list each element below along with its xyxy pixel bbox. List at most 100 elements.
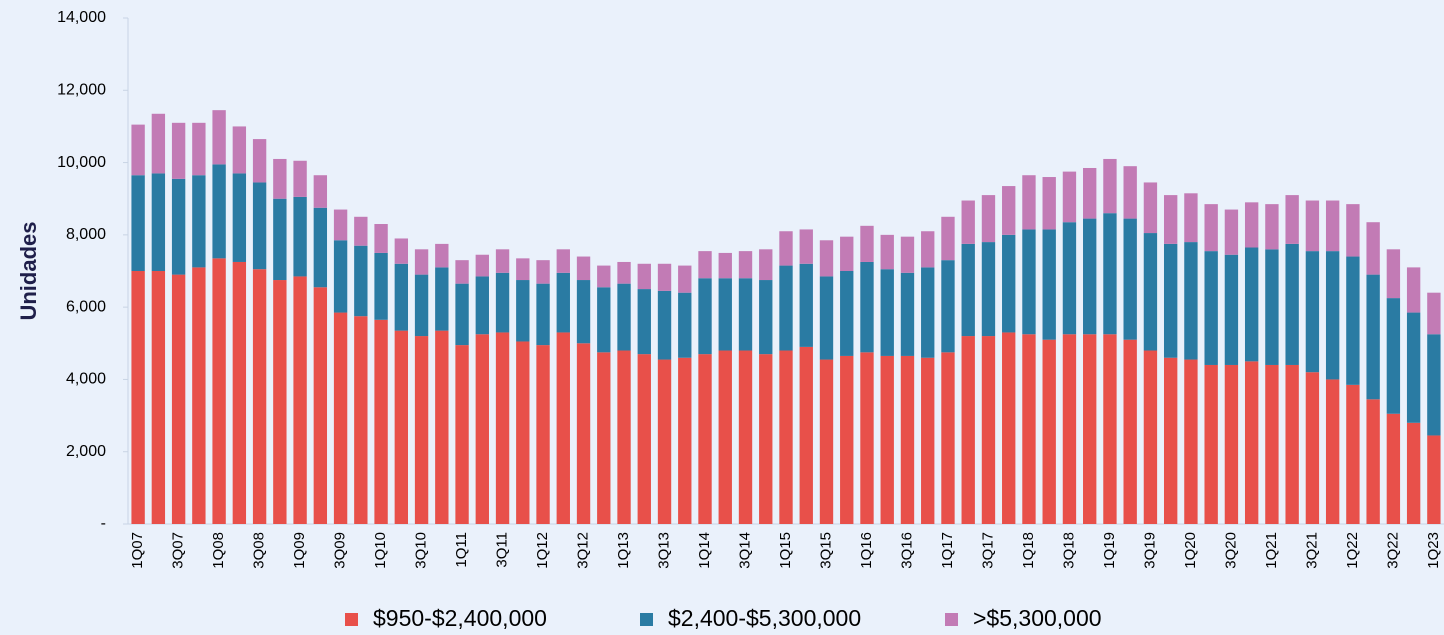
bar-segment xyxy=(1143,350,1158,524)
legend-swatch xyxy=(640,613,653,626)
bar-segment xyxy=(718,350,732,524)
x-tick-label: 1Q19 xyxy=(1101,532,1118,569)
bar-segment xyxy=(394,330,409,524)
bar-segment xyxy=(617,261,631,284)
bar-segment xyxy=(1083,167,1097,219)
bar-segment xyxy=(1325,251,1340,380)
bar-segment xyxy=(1042,177,1056,230)
bar-segment xyxy=(921,357,935,524)
x-tick-label: 3Q19 xyxy=(1141,532,1158,569)
bar-segment xyxy=(414,336,429,524)
bar-segment xyxy=(556,249,570,273)
bar-segment xyxy=(1244,202,1259,248)
bar-segment xyxy=(516,341,530,524)
bar-segment xyxy=(1427,292,1441,335)
bar-segment xyxy=(1163,195,1178,244)
bar-segment xyxy=(1002,332,1016,524)
bar-segment xyxy=(455,283,469,346)
bar-segment xyxy=(1366,222,1380,275)
bar-segment xyxy=(495,249,510,273)
bar-segment xyxy=(1386,249,1401,299)
bar-segment xyxy=(151,113,166,174)
x-tick-label: 1Q15 xyxy=(777,532,794,569)
bar-segment xyxy=(536,345,550,524)
bar-segment xyxy=(1163,357,1178,524)
bar-segment xyxy=(212,258,226,524)
bar-segment xyxy=(981,195,996,243)
bar-segment xyxy=(273,280,287,524)
bar-segment xyxy=(900,272,915,356)
bar-segment xyxy=(759,249,773,281)
bar-segment xyxy=(1184,193,1198,243)
bar-segment xyxy=(1244,361,1259,524)
x-tick-label: 3Q15 xyxy=(817,532,834,569)
bar-segment xyxy=(921,267,935,358)
bar-segment xyxy=(293,160,307,197)
bar-segment xyxy=(1062,171,1077,223)
bar-segment xyxy=(718,252,732,279)
bar-segment xyxy=(131,175,145,271)
bar-segment xyxy=(1386,413,1401,524)
y-tick-label: 14,000 xyxy=(57,9,106,26)
bar-segment xyxy=(576,343,591,524)
bar-segment xyxy=(536,260,550,284)
bar-segment xyxy=(556,332,570,524)
bar-segment xyxy=(313,175,328,208)
legend-swatch xyxy=(945,613,958,626)
bar-segment xyxy=(293,276,307,524)
bar-segment xyxy=(1265,204,1279,250)
bar-segment xyxy=(1346,256,1360,385)
bar-segment xyxy=(1224,364,1239,524)
x-tick-label: 3Q07 xyxy=(170,532,187,569)
bar-segment xyxy=(1184,359,1198,524)
bar-segment xyxy=(354,216,368,246)
bar-segment xyxy=(900,355,915,524)
bar-segment xyxy=(1285,243,1299,365)
bar-segment xyxy=(252,182,267,270)
bar-segment xyxy=(860,261,874,353)
bar-segment xyxy=(435,243,449,268)
bar-segment xyxy=(1406,422,1421,524)
bar-segment xyxy=(394,263,409,331)
x-tick-label: 3Q18 xyxy=(1060,532,1077,569)
bar-segment xyxy=(738,278,753,351)
bar-segment xyxy=(1163,243,1178,358)
bar-segment xyxy=(252,269,267,524)
bar-segment xyxy=(840,355,854,524)
x-tick-label: 3Q17 xyxy=(979,532,996,569)
bar-segment xyxy=(475,334,489,524)
bar-segment xyxy=(273,158,287,199)
bar-segment xyxy=(657,263,672,291)
bar-segment xyxy=(1062,222,1077,335)
y-tick-label: 4,000 xyxy=(66,371,106,388)
bar-segment xyxy=(799,229,813,264)
bar-segment xyxy=(738,350,753,524)
bar-segment xyxy=(1406,267,1421,313)
bar-segment xyxy=(293,196,307,277)
bar-segment xyxy=(374,319,388,524)
y-tick-label: 6,000 xyxy=(66,298,106,315)
bar-segment xyxy=(576,256,591,281)
bar-segment xyxy=(617,283,631,351)
bar-segment xyxy=(212,164,226,259)
x-tick-label: 1Q16 xyxy=(858,532,875,569)
x-tick-label: 1Q22 xyxy=(1344,532,1361,569)
x-tick-label: 1Q11 xyxy=(453,532,470,568)
bar-segment xyxy=(759,280,773,355)
bar-segment xyxy=(232,126,247,174)
x-tick-label: 3Q13 xyxy=(655,532,672,569)
bar-segment xyxy=(455,260,469,284)
bar-segment xyxy=(455,345,469,524)
bar-segment xyxy=(1285,195,1299,244)
bar-segment xyxy=(860,352,874,524)
bar-segment xyxy=(779,231,793,266)
legend-label: $950-$2,400,000 xyxy=(373,605,547,631)
y-tick-label: 8,000 xyxy=(66,226,106,243)
x-tick-label: 3Q09 xyxy=(332,532,349,569)
bar-segment xyxy=(759,354,773,524)
bar-segment xyxy=(1427,435,1441,524)
x-tick-label: 1Q18 xyxy=(1020,532,1037,569)
bar-segment xyxy=(1022,229,1036,335)
bar-segment xyxy=(941,352,955,524)
